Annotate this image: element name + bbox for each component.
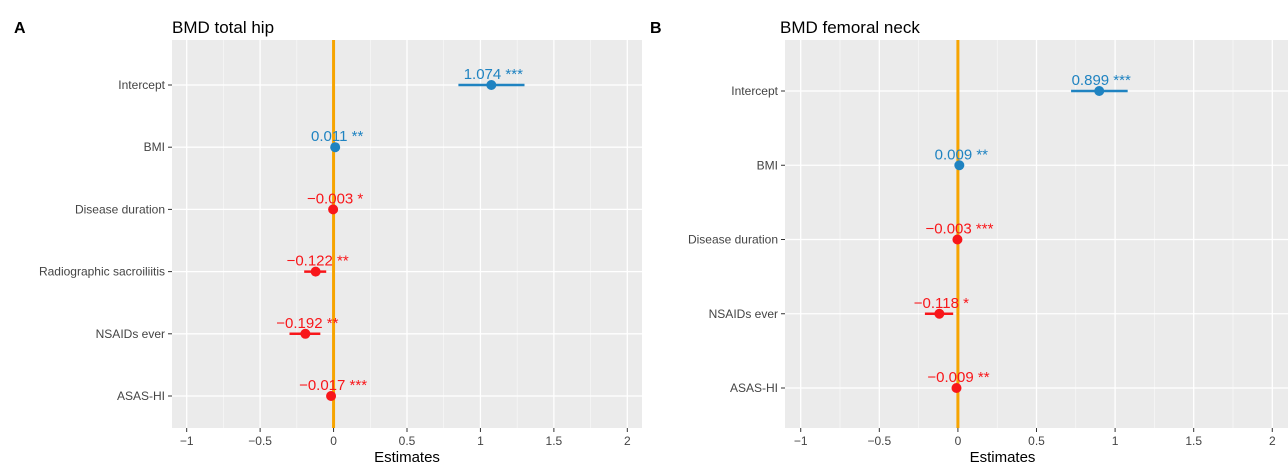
x-tick-label: −1 (794, 434, 808, 448)
estimate-label: −0.192 ** (276, 315, 338, 332)
x-tick-label: 1 (1112, 434, 1119, 448)
estimate-point (954, 160, 965, 171)
y-tick-label: Disease duration (75, 202, 165, 216)
x-tick-label: 0 (330, 434, 337, 448)
y-tick-label: Disease duration (688, 233, 778, 247)
estimate-label: 0.009 ** (935, 146, 989, 163)
estimate-label: 1.074 *** (464, 66, 523, 83)
x-tick-label: −0.5 (867, 434, 891, 448)
x-tick-label: 1 (477, 434, 484, 448)
estimate-label: −0.009 ** (927, 369, 989, 386)
estimate-point (330, 142, 341, 153)
y-tick-label: NSAIDs ever (96, 327, 165, 341)
y-tick-label: BMI (757, 158, 778, 172)
x-tick-label: −1 (180, 434, 194, 448)
estimate-label: 0.899 *** (1072, 72, 1131, 89)
estimate-point (1094, 86, 1105, 96)
x-axis-title: Estimates (374, 449, 440, 466)
estimate-point (310, 266, 321, 277)
estimate-label: 0.011 ** (311, 128, 363, 145)
x-tick-label: 0 (955, 434, 962, 448)
panel-b: Intercept BMI Disease duration NSAIDs ever A… (650, 18, 1288, 466)
estimate-label: −0.118 * (914, 295, 969, 312)
y-tick-label: ASAS-HI (117, 389, 165, 403)
y-tick-label: NSAIDs ever (709, 307, 778, 321)
panel-letter: B (650, 20, 662, 37)
x-tick-label: 2 (624, 434, 631, 448)
x-tick-label: 1.5 (546, 434, 563, 448)
x-tick-label: 2 (1269, 434, 1276, 448)
y-tick-label: ASAS-HI (730, 381, 778, 395)
estimate-point (328, 204, 339, 215)
estimate-label: −0.122 ** (287, 253, 349, 270)
x-tick-label: 1.5 (1185, 434, 1202, 448)
estimate-point (952, 234, 963, 245)
y-tick-label: Radiographic sacroiliitis (39, 265, 165, 279)
x-axis-title: Estimates (970, 449, 1036, 466)
x-tick-label: 0.5 (399, 434, 416, 448)
y-tick-label: Intercept (118, 78, 165, 92)
panel-letter: A (14, 20, 26, 37)
estimate-point (934, 308, 945, 319)
estimate-label: −0.017 *** (299, 377, 367, 394)
estimate-label: −0.003 * (307, 190, 363, 207)
panel-title: BMD femoral neck (780, 18, 920, 37)
y-tick-label: BMI (144, 140, 165, 154)
estimate-point (951, 383, 962, 393)
estimate-point (486, 80, 497, 90)
estimate-point (326, 391, 337, 401)
x-tick-label: 0.5 (1028, 434, 1045, 448)
estimate-label: −0.003 *** (925, 221, 993, 238)
panel-title: BMD total hip (172, 18, 274, 37)
y-tick-label: Intercept (731, 84, 778, 98)
panel-a: Intercept BMI Disease duration Radiographic… (14, 18, 642, 466)
x-tick-label: −0.5 (248, 434, 272, 448)
estimate-point (300, 328, 311, 339)
